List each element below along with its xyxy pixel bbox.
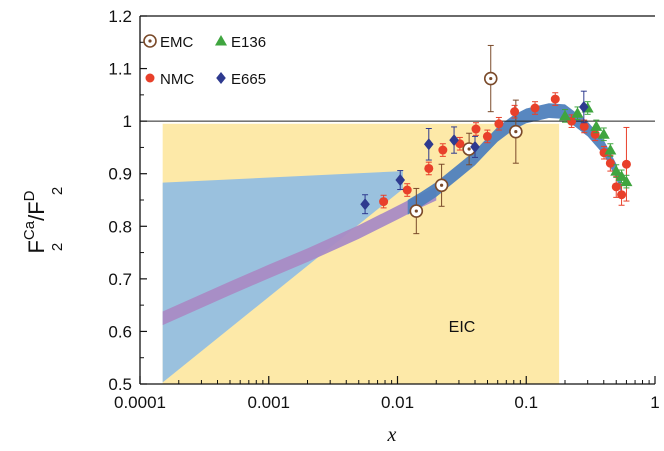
x-tick-label-4: 1	[650, 393, 659, 412]
e136-point-7	[615, 170, 628, 181]
nmc-point-13	[590, 129, 600, 139]
legend-label-emc: EMC	[160, 34, 194, 51]
e665-point-4	[470, 140, 480, 153]
nmc-point-18	[621, 159, 631, 169]
emc-point-1	[434, 178, 449, 193]
model-band-0	[162, 186, 437, 326]
nmc-point-0	[379, 197, 389, 207]
axes-layer: 0.5 0.6 0.7 0.8 0.9 1 1.1 1.2 0.0001 0.001 0.01 0.1…	[108, 7, 659, 412]
y-label-base-num: F	[24, 240, 49, 253]
e136-point-6	[610, 165, 623, 176]
svg-text:FCa/FD: FCa/FD	[21, 190, 49, 253]
y-tick-label-1: 0.6	[108, 322, 132, 341]
e136-point-1	[571, 107, 584, 118]
nmc-point-16	[611, 182, 621, 192]
nmc-point-5	[471, 124, 481, 134]
y-tick-label-6: 1.1	[108, 60, 132, 79]
nmc-point-12	[579, 121, 589, 131]
e136-point-3	[590, 120, 603, 131]
emc-point-1-dot	[439, 183, 444, 187]
emc-point-4-dot	[514, 130, 518, 134]
nmc-point-17	[617, 190, 627, 200]
nmc-point-10	[550, 94, 560, 104]
x-tick-label-3: 0.1	[514, 393, 538, 412]
emc-point-2-dot	[467, 147, 471, 151]
legend-marker-e665	[216, 72, 226, 84]
emc-point-0	[409, 204, 424, 218]
eic-label: EIC	[449, 319, 476, 336]
nmc-point-2	[424, 163, 434, 173]
nmc-point-15	[605, 158, 615, 168]
y-label-sub-den: 2	[49, 187, 66, 195]
emc-point-0-dot	[414, 209, 418, 213]
y-tick-label-4: 0.9	[108, 165, 132, 184]
x-tick-label-1: 0.001	[247, 393, 290, 412]
nmc-point-9	[530, 103, 540, 113]
legend-label-e136: E136	[231, 34, 266, 51]
legend-marker-nmc	[145, 73, 155, 83]
e665-point-1	[395, 174, 406, 187]
legend-label-nmc: NMC	[160, 71, 194, 88]
e136-point-8	[620, 175, 633, 187]
e665-point-3	[449, 134, 459, 147]
legend-layer: EMC E136 NMC E665	[143, 34, 266, 88]
y-label-slash: /	[24, 214, 49, 221]
y-tick-label-7: 1.2	[108, 7, 132, 26]
e136-point-0	[559, 109, 572, 121]
y-label-sup-num: Ca	[21, 220, 38, 240]
y-tick-label-5: 1	[123, 112, 132, 131]
x-axis-label: x	[387, 424, 397, 446]
y-tick-label-3: 0.8	[108, 217, 132, 236]
emc-point-4	[509, 124, 523, 139]
data-points-layer	[360, 44, 633, 235]
nmc-point-14	[599, 148, 609, 158]
x-tick-label-2: 0.01	[381, 393, 414, 412]
y-label-base-den: F	[24, 201, 49, 214]
nmc-point-3	[438, 145, 448, 155]
e665-point-2	[423, 138, 434, 151]
nmc-point-1	[402, 185, 412, 195]
e665-point-5	[579, 100, 589, 113]
y-axis-label: FCa/FD 2 2	[21, 187, 66, 254]
e136-point-4	[597, 128, 610, 139]
y-label-sub-num: 2	[49, 243, 66, 251]
emc-point-3-dot	[489, 76, 493, 81]
legend-marker-e136	[215, 35, 227, 46]
e136-point-5	[604, 144, 617, 155]
uncertainty-band	[162, 171, 403, 383]
emc-point-3	[483, 71, 498, 86]
y-label-sup-den: D	[21, 190, 38, 201]
y-tick-label-2: 0.7	[108, 270, 132, 289]
legend-label-e665: E665	[231, 71, 266, 88]
e665-point-0	[360, 198, 370, 211]
x-tick-label-0: 0.0001	[114, 393, 166, 412]
nmc-point-6	[482, 131, 492, 141]
legend-marker-emc-dot	[148, 39, 152, 43]
y-tick-label-0: 0.5	[108, 375, 132, 394]
legend-marker-emc	[143, 34, 157, 48]
nmc-point-7	[494, 119, 504, 129]
nmc-point-8	[510, 107, 520, 117]
